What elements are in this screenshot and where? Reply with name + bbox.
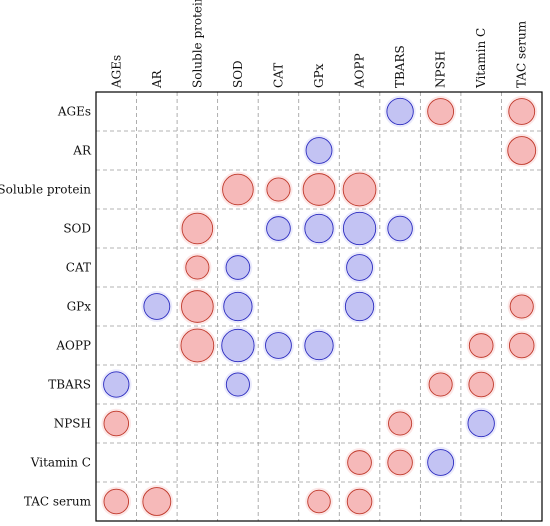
bubble-layer xyxy=(101,95,539,518)
row-label-tbars: TBARS xyxy=(48,378,91,392)
bubble-cat-aopp-negative xyxy=(346,254,373,281)
bubble-npsh-tbars-positive xyxy=(388,411,413,436)
row-label-vitamin-c: Vitamin C xyxy=(30,456,91,470)
column-label-ages: AGEs xyxy=(109,55,123,89)
bubble-aopp-cat-negative xyxy=(265,332,292,359)
row-label-aopp: AOPP xyxy=(55,339,91,353)
bubble-sod-aopp-negative xyxy=(342,211,377,246)
column-label-aopp: AOPP xyxy=(353,53,367,89)
row-labels: AGEs AR Soluble protein SOD CAT GPx AOPP TBARS N… xyxy=(0,105,92,509)
column-label-gpx: GPx xyxy=(312,63,326,88)
bubble-soluble-protein-gpx-positive xyxy=(302,173,336,206)
bubble-gpx-sod-negative xyxy=(223,291,253,322)
row-label-ages: AGEs xyxy=(57,105,91,119)
bubble-tac-serum-ar-positive xyxy=(142,487,172,516)
bubble-gpx-soluble-protein-positive xyxy=(181,290,214,323)
bubble-aopp-sod-negative xyxy=(221,328,255,363)
bubble-tac-serum-gpx-positive xyxy=(307,489,331,514)
bubble-sod-cat-negative xyxy=(266,216,291,241)
bubble-tbars-vitamin-c-positive xyxy=(468,371,494,398)
column-labels: AGEs AR Soluble protein SOD CAT GPx AOPP TBARS N… xyxy=(109,0,528,89)
bubble-gpx-ar-negative xyxy=(143,293,171,320)
bubble-gpx-tac-serum-positive xyxy=(509,294,534,319)
bubble-tac-serum-aopp-positive xyxy=(346,488,373,515)
row-label-ar: AR xyxy=(72,144,92,158)
bubble-ages-tac-serum-positive xyxy=(508,98,536,125)
bubble-cat-soluble-protein-positive xyxy=(185,255,210,280)
bubble-npsh-vitamin-c-negative xyxy=(467,409,495,438)
bubble-aopp-soluble-protein-positive xyxy=(180,328,215,363)
row-label-gpx: GPx xyxy=(67,300,92,314)
column-label-vitamin-c: Vitamin C xyxy=(474,28,488,89)
bubble-npsh-ages-positive xyxy=(103,410,130,437)
column-label-ar: AR xyxy=(150,69,164,89)
bubble-gpx-aopp-negative xyxy=(344,291,375,322)
bubble-ar-tac-serum-positive xyxy=(507,136,537,165)
bubble-sod-soluble-protein-positive xyxy=(181,212,214,245)
bubble-tbars-npsh-positive xyxy=(428,372,453,397)
grid xyxy=(96,92,542,521)
bubble-sod-tbars-negative xyxy=(387,215,413,242)
row-label-sod: SOD xyxy=(63,222,91,236)
column-label-cat: CAT xyxy=(271,63,285,88)
row-label-soluble-protein: Soluble protein xyxy=(0,183,91,197)
bubble-tbars-sod-negative xyxy=(225,372,250,397)
bubble-tac-serum-ages-positive xyxy=(103,488,130,515)
row-label-cat: CAT xyxy=(66,261,91,275)
column-label-tbars: TBARS xyxy=(393,45,407,88)
column-label-soluble-protein: Soluble protein xyxy=(190,0,204,88)
bubble-ages-tbars-negative xyxy=(386,97,414,126)
bubble-aopp-vitamin-c-positive xyxy=(468,333,494,358)
bubble-sod-gpx-negative xyxy=(304,213,334,244)
bubble-soluble-protein-aopp-positive xyxy=(342,172,377,207)
bubble-aopp-gpx-negative xyxy=(304,330,334,361)
column-label-tac-serum: TAC serum xyxy=(515,20,529,88)
bubble-soluble-protein-sod-positive xyxy=(222,173,254,206)
column-label-npsh: NPSH xyxy=(434,51,448,88)
bubble-vitamin-c-aopp-positive xyxy=(347,450,372,475)
bubble-tbars-ages-negative xyxy=(103,371,130,398)
bubble-vitamin-c-tbars-positive xyxy=(387,449,413,476)
bubble-ar-gpx-negative xyxy=(305,137,333,164)
bubble-soluble-protein-cat-positive xyxy=(266,177,291,202)
matrix-border xyxy=(95,91,543,522)
bubble-cat-sod-negative xyxy=(225,255,251,280)
row-label-npsh: NPSH xyxy=(54,417,91,431)
bubble-vitamin-c-npsh-negative xyxy=(427,449,455,476)
bubble-ages-npsh-positive xyxy=(427,98,455,125)
column-label-sod: SOD xyxy=(231,60,245,88)
bubble-aopp-tac-serum-positive xyxy=(508,332,535,359)
row-label-tac-serum: TAC serum xyxy=(24,495,92,509)
